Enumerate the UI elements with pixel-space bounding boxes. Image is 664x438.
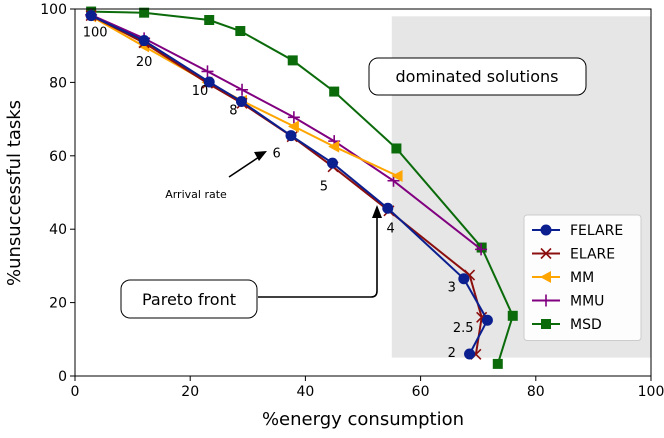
legend-marker xyxy=(541,319,551,329)
y-tick-label: 40 xyxy=(49,222,67,238)
elare-line xyxy=(90,14,483,355)
x-tick-label: 100 xyxy=(638,384,664,400)
felare-point xyxy=(203,76,215,88)
series-felare xyxy=(85,10,493,360)
mmu-point xyxy=(475,243,488,256)
y-tick-label: 100 xyxy=(40,2,67,18)
legend-marker xyxy=(540,247,552,260)
x-tick-label: 40 xyxy=(296,384,314,400)
arrival-rate-value-label: 100 xyxy=(83,26,108,41)
arrival-rate-value-label: 6 xyxy=(272,147,280,162)
legend: FELARE ELARE MM MMU MSD xyxy=(523,214,642,341)
y-tick-label: 80 xyxy=(49,75,67,91)
x-tick-label: 60 xyxy=(412,384,430,400)
mmu-line xyxy=(90,13,482,251)
legend-label: FELARE xyxy=(570,223,623,239)
x-axis-label: %energy consumption xyxy=(262,409,464,430)
legend-marker xyxy=(540,294,552,307)
arrival-rate-value-label: 2 xyxy=(448,346,456,361)
felare-point xyxy=(458,273,470,285)
y-tick-label: 60 xyxy=(49,149,67,165)
axes-frame xyxy=(74,8,652,377)
legend-item-elare: ELARE xyxy=(532,247,615,263)
legend-label: MSD xyxy=(570,317,602,333)
y-axis-label: %unsuccessful tasks xyxy=(4,100,25,286)
x-tick-label: 80 xyxy=(527,384,545,400)
legend-item-msd: MSD xyxy=(532,317,602,333)
msd-point xyxy=(507,310,518,321)
msd-point xyxy=(139,7,150,18)
felare-line xyxy=(90,14,489,355)
msd-line xyxy=(91,10,514,365)
axis-ticks: 0 20 40 60 80 100 0 20 40 60 80 100 xyxy=(40,2,664,400)
legend-marker xyxy=(540,271,551,283)
legend-box xyxy=(523,214,642,341)
arrival-rate-value-label: 5 xyxy=(320,179,328,194)
felare-point xyxy=(326,157,338,169)
arrival-arrow xyxy=(228,154,263,178)
y-tick-label: 0 xyxy=(58,369,67,385)
x-tick-label: 0 xyxy=(71,384,80,400)
felare-point xyxy=(464,348,476,360)
msd-point xyxy=(287,55,298,66)
legend-item-mmu: MMU xyxy=(532,294,604,310)
felare-point xyxy=(382,202,394,214)
felare-point xyxy=(138,35,150,47)
arrival-rate-value-label: 20 xyxy=(136,55,153,70)
arrival-rate-value-label: 4 xyxy=(387,222,395,237)
msd-point xyxy=(235,26,246,37)
mm-point xyxy=(328,140,340,153)
felare-point xyxy=(285,130,297,142)
felare-point xyxy=(481,314,493,326)
arrival-rate-value-label: 3 xyxy=(448,281,456,296)
dominated-solutions-box xyxy=(368,57,587,96)
arrival-rate-value-label: 8 xyxy=(229,104,237,119)
pareto-arrowhead xyxy=(372,205,382,218)
msd-point xyxy=(204,15,215,26)
legend-label: MM xyxy=(570,270,594,286)
x-tick-label: 20 xyxy=(181,384,199,400)
legend-label: MMU xyxy=(570,294,604,310)
mmu-point xyxy=(201,65,214,78)
msd-point xyxy=(329,86,340,97)
legend-item-felare: FELARE xyxy=(532,223,623,239)
legend-item-mm: MM xyxy=(532,270,594,286)
arrival-rate-value-label: 10 xyxy=(192,84,209,99)
pareto-front-label: Pareto front xyxy=(142,290,236,309)
arrival-rate-value-label: 2.5 xyxy=(453,321,474,336)
legend-label: ELARE xyxy=(570,247,615,263)
legend-marker xyxy=(540,224,552,236)
mmu-point xyxy=(287,111,300,124)
mm-point xyxy=(391,169,403,182)
felare-point xyxy=(235,95,247,107)
pareto-arrow xyxy=(258,213,378,298)
msd-point xyxy=(492,358,503,369)
y-tick-label: 20 xyxy=(49,296,67,312)
arrival-rate-label: Arrival rate xyxy=(165,188,227,201)
arrival-arrowhead xyxy=(254,151,267,161)
series-group xyxy=(85,6,518,369)
mm-point xyxy=(287,120,299,133)
felare-point xyxy=(85,10,97,22)
msd-point xyxy=(391,143,402,154)
point-labels: 100 20 10 8 6 5 4 3 2.5 2 xyxy=(83,26,474,361)
mmu-point xyxy=(236,83,249,96)
pareto-front-box xyxy=(120,279,258,319)
dominated-solutions-label: dominated solutions xyxy=(396,67,559,86)
